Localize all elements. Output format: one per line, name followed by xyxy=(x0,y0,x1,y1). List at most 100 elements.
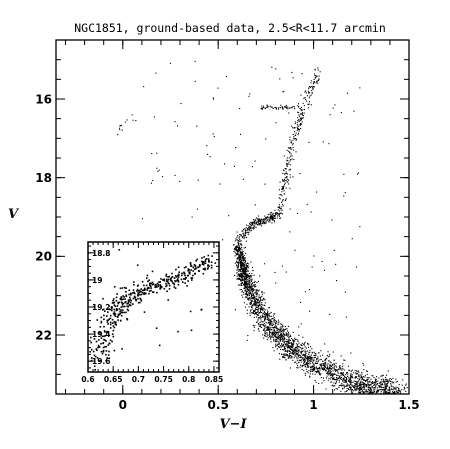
data-point xyxy=(267,320,269,322)
data-point xyxy=(271,329,273,331)
data-point xyxy=(404,387,406,389)
data-point xyxy=(239,251,241,253)
inset-data-point xyxy=(121,287,124,289)
data-point xyxy=(284,334,286,336)
data-point xyxy=(281,343,283,345)
data-point xyxy=(242,274,244,276)
data-point xyxy=(233,251,235,253)
data-point xyxy=(326,371,328,373)
data-point xyxy=(249,291,251,293)
data-point xyxy=(339,376,341,378)
data-point xyxy=(393,381,395,383)
data-point xyxy=(240,260,242,262)
data-point xyxy=(288,162,290,164)
inset-data-point xyxy=(90,348,93,351)
data-point xyxy=(241,274,243,276)
data-point xyxy=(297,128,299,130)
data-point xyxy=(253,301,255,303)
data-point xyxy=(260,320,262,322)
data-point xyxy=(343,381,345,383)
data-point xyxy=(266,218,268,220)
data-point xyxy=(353,390,355,392)
data-point xyxy=(294,362,296,364)
data-point xyxy=(362,392,364,394)
inset-data-point xyxy=(127,309,130,312)
data-point xyxy=(155,72,157,74)
data-point xyxy=(264,320,266,322)
data-point xyxy=(348,389,350,391)
data-point xyxy=(259,219,261,221)
data-point xyxy=(331,373,333,375)
data-point xyxy=(387,381,389,383)
data-point xyxy=(240,240,242,242)
inset-data-point xyxy=(190,329,193,332)
inset-data-point xyxy=(128,300,130,303)
data-point xyxy=(288,344,290,346)
data-point xyxy=(289,339,291,341)
inset-data-point xyxy=(200,260,203,263)
data-point xyxy=(242,270,244,272)
data-point xyxy=(298,128,300,130)
data-point xyxy=(282,205,284,207)
data-point xyxy=(332,351,334,353)
data-point xyxy=(245,289,247,291)
inset-data-point xyxy=(181,272,183,275)
inset-data-point xyxy=(114,323,117,325)
data-point xyxy=(262,219,264,221)
data-point xyxy=(279,330,281,332)
data-point xyxy=(349,382,351,384)
data-point xyxy=(292,331,294,333)
data-point xyxy=(253,303,255,305)
data-point xyxy=(278,197,280,199)
data-point xyxy=(401,384,403,386)
data-point xyxy=(253,316,255,318)
data-point xyxy=(278,206,280,208)
data-point xyxy=(269,320,271,322)
data-point xyxy=(244,271,246,273)
data-point xyxy=(355,390,357,392)
data-point xyxy=(238,264,240,266)
data-point xyxy=(247,335,249,337)
data-point xyxy=(349,370,351,372)
data-point xyxy=(300,109,302,111)
data-point xyxy=(292,139,294,141)
data-point xyxy=(274,336,276,338)
data-point xyxy=(340,376,342,378)
data-point xyxy=(339,366,341,368)
data-point xyxy=(361,385,363,387)
data-point xyxy=(264,312,266,314)
inset-data-point xyxy=(165,282,167,285)
data-point xyxy=(151,153,153,155)
data-point xyxy=(260,296,262,298)
data-point xyxy=(317,361,319,363)
data-point xyxy=(380,391,382,393)
data-point xyxy=(235,264,237,266)
data-point xyxy=(319,372,321,374)
data-point xyxy=(266,216,268,218)
data-point xyxy=(284,350,286,352)
data-point xyxy=(383,391,385,393)
data-point xyxy=(289,336,291,338)
data-point xyxy=(279,336,281,338)
data-point xyxy=(287,325,289,327)
data-point xyxy=(248,229,250,231)
data-point xyxy=(261,225,263,227)
data-point xyxy=(253,289,255,291)
data-point xyxy=(272,336,274,338)
data-point xyxy=(248,95,250,97)
data-point xyxy=(354,377,356,379)
data-point xyxy=(280,338,282,340)
data-point xyxy=(282,213,284,215)
data-point xyxy=(310,82,312,84)
data-point xyxy=(283,330,285,332)
data-point xyxy=(292,353,294,355)
data-point xyxy=(395,387,397,389)
inset-data-point xyxy=(113,286,116,288)
inset-data-point xyxy=(155,327,158,329)
inset-data-point xyxy=(125,294,127,296)
data-point xyxy=(289,107,291,109)
data-point xyxy=(387,389,389,391)
data-point xyxy=(304,291,306,293)
data-point xyxy=(325,357,327,359)
inset-data-point xyxy=(190,269,192,271)
